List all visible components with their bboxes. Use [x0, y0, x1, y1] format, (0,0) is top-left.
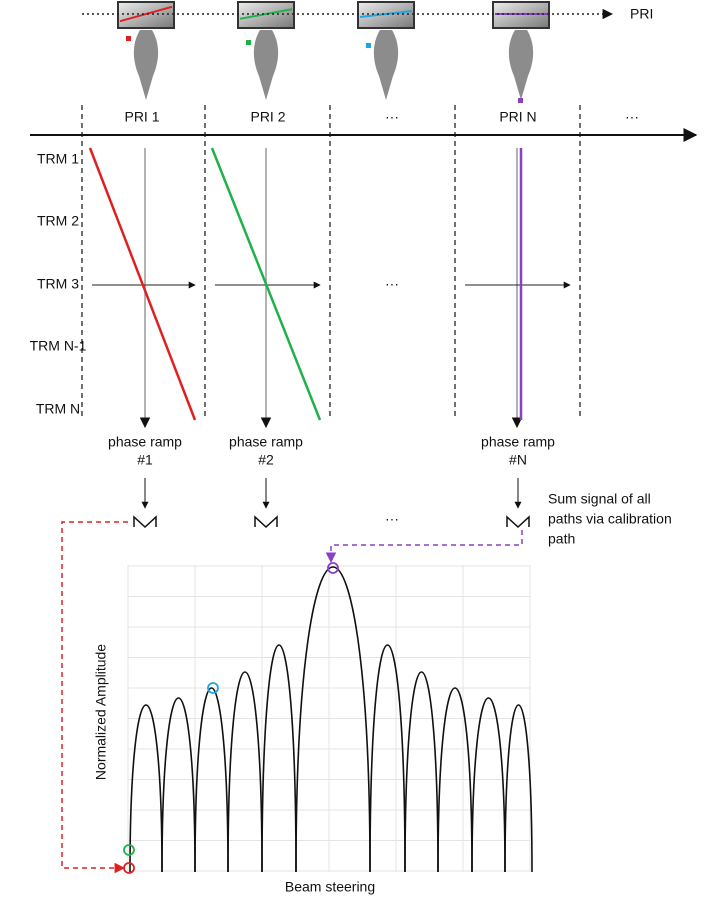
- lobe: [404, 671, 439, 873]
- antenna-dot: [126, 36, 131, 41]
- y-axis-label: Normalized Amplitude: [93, 644, 109, 780]
- column-label: PRI 1: [124, 109, 159, 125]
- beam: [133, 30, 159, 100]
- beam: [373, 30, 399, 100]
- antenna-dot: [246, 40, 251, 45]
- lobe: [261, 644, 297, 873]
- ramp-id: #N: [509, 452, 527, 468]
- lobe: [504, 704, 533, 873]
- sum-symbol: [254, 515, 278, 529]
- marker-circle: [123, 844, 135, 856]
- ramp-id: #2: [258, 452, 274, 468]
- sum-note: path: [548, 531, 575, 547]
- row-label: TRM N-1: [30, 338, 87, 354]
- beam: [253, 30, 279, 100]
- marker-circle: [207, 682, 219, 694]
- row-label: TRM 1: [37, 151, 79, 167]
- lobe: [161, 697, 196, 873]
- feedback-red: [61, 521, 128, 874]
- sum-note: paths via calibration: [548, 511, 672, 527]
- row-label: TRM 2: [37, 213, 79, 229]
- ellipsis: ···: [385, 276, 399, 292]
- antenna-dot: [518, 98, 523, 103]
- layout: [117, 1, 550, 874]
- phase-ramp: [88, 147, 197, 421]
- antenna-dot: [366, 43, 371, 48]
- lobe: [369, 644, 406, 873]
- column-label: ···: [385, 109, 399, 125]
- x-axis-label: Beam steering: [285, 879, 375, 895]
- sum-symbol: [133, 515, 157, 529]
- beam: [508, 30, 534, 100]
- antenna-ramp: [119, 5, 173, 23]
- column-label: PRI N: [499, 109, 536, 125]
- lobe: [437, 687, 473, 873]
- lobe: [295, 566, 371, 873]
- lobe: [471, 697, 506, 873]
- feedback-purple: [325, 530, 523, 564]
- row-label: TRM 3: [37, 276, 79, 292]
- ellipsis: ···: [385, 511, 399, 527]
- antenna-ramp: [359, 10, 413, 18]
- ramp-label: phase ramp: [481, 434, 555, 450]
- lobe: [194, 687, 229, 873]
- sum-note: Sum signal of all: [548, 491, 651, 507]
- antenna-ramp: [239, 8, 293, 20]
- sum-symbol: [506, 515, 530, 529]
- column-label: PRI 2: [250, 109, 285, 125]
- column-label: ···: [625, 109, 639, 125]
- ramp-id: #1: [137, 452, 153, 468]
- ramp-label: phase ramp: [229, 434, 303, 450]
- ramp-label: phase ramp: [108, 434, 182, 450]
- lobe: [129, 704, 163, 873]
- row-label: TRM N: [36, 401, 80, 417]
- phase-ramp: [210, 147, 322, 421]
- lobe: [227, 671, 263, 873]
- pri-label: PRI: [630, 6, 653, 22]
